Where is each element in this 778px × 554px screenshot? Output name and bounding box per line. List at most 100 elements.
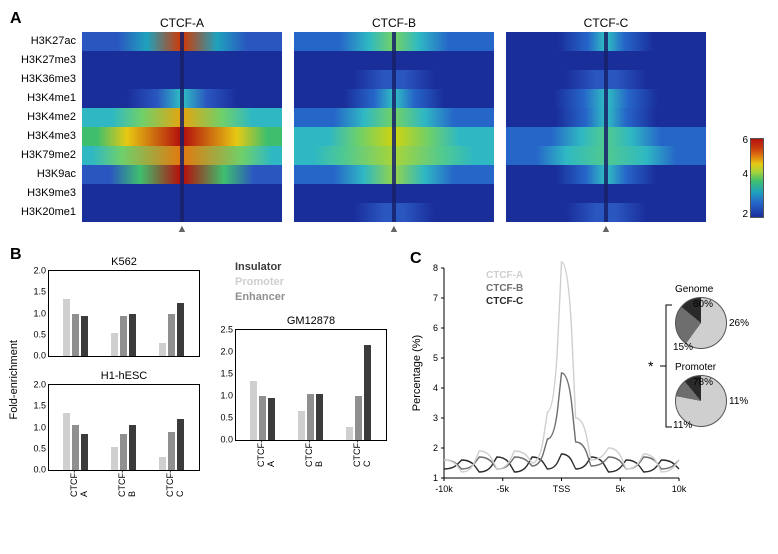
heatmap-column: CTCF-C▲ bbox=[506, 16, 706, 235]
plot-box: 0.00.51.01.52.02.5CTCF-ACTCF-BCTCF-C bbox=[235, 329, 387, 441]
bar-plot: H1-hESC 0.00.51.01.52.0CTCF-ACTCF-BCTCF-C bbox=[48, 370, 200, 471]
heatmap-column: CTCF-A▲ bbox=[82, 16, 282, 235]
bar-plot-title: K562 bbox=[48, 256, 200, 268]
line-plot: 1 2 3 4 5 6 7 8 -10k -5k TSS 5k 10k Percentage (%) CTC… bbox=[410, 254, 770, 539]
svg-text:Percentage (%): Percentage (%) bbox=[411, 335, 423, 411]
heatmap-track bbox=[506, 51, 706, 70]
heatmap-track bbox=[506, 32, 706, 51]
heatmap-row-label: H3K79me2 bbox=[10, 146, 80, 165]
heatmap-column-title: CTCF-C bbox=[506, 16, 706, 30]
x-category-label: CTCF-B bbox=[304, 440, 324, 470]
heatmap-track bbox=[506, 146, 706, 165]
heatmap-track bbox=[82, 165, 282, 184]
heatmap-row-label: H3K4me3 bbox=[10, 127, 80, 146]
bar bbox=[111, 447, 118, 470]
heatmap-track bbox=[294, 70, 494, 89]
svg-text:-10k: -10k bbox=[435, 484, 453, 494]
heatmap-track bbox=[506, 165, 706, 184]
colorbar-tick: 6 bbox=[742, 136, 748, 146]
bar bbox=[307, 394, 314, 440]
x-category-label: CTCF-A bbox=[256, 440, 276, 470]
bar bbox=[177, 419, 184, 470]
heatmap-track bbox=[294, 32, 494, 51]
bar bbox=[168, 314, 175, 357]
colorbar-tick: 2 bbox=[742, 210, 748, 220]
heatmap-track bbox=[294, 127, 494, 146]
heatmap-row-label: H3K20me1 bbox=[10, 203, 80, 222]
pie-chart: Promoter78%11%11% bbox=[675, 362, 727, 427]
bar bbox=[120, 434, 127, 470]
bar bbox=[63, 299, 70, 356]
heatmap-track bbox=[82, 146, 282, 165]
colorbar bbox=[750, 138, 764, 218]
heatmap-track bbox=[506, 70, 706, 89]
heatmap-row-label: H3K9ac bbox=[10, 165, 80, 184]
pie-slice-label: 60% bbox=[693, 299, 713, 310]
significance-star: * bbox=[648, 358, 653, 374]
svg-text:2: 2 bbox=[433, 443, 438, 453]
heatmap-track bbox=[82, 203, 282, 222]
bar bbox=[355, 396, 362, 440]
bar bbox=[364, 345, 371, 440]
svg-text:8: 8 bbox=[433, 263, 438, 273]
figure: A H3K27acH3K27me3H3K36me3H3K4me1H3K4me2H… bbox=[10, 10, 768, 240]
svg-text:-5k: -5k bbox=[496, 484, 509, 494]
panel-a: A H3K27acH3K27me3H3K36me3H3K4me1H3K4me2H… bbox=[10, 10, 768, 240]
heatmap-track bbox=[294, 89, 494, 108]
bar bbox=[177, 303, 184, 356]
line-series bbox=[444, 262, 679, 472]
bar bbox=[63, 413, 70, 470]
heatmap-track bbox=[506, 203, 706, 222]
svg-text:5: 5 bbox=[433, 353, 438, 363]
svg-text:3: 3 bbox=[433, 413, 438, 423]
x-category-label: CTCF-C bbox=[165, 470, 185, 500]
heatmap-track bbox=[294, 203, 494, 222]
heatmap-track bbox=[82, 108, 282, 127]
svg-text:CTCF-C: CTCF-C bbox=[486, 296, 523, 307]
panel-b-ylabel: Fold-enrichment bbox=[8, 340, 20, 419]
bar bbox=[346, 427, 353, 440]
bar bbox=[250, 381, 257, 440]
heatmap-track bbox=[294, 146, 494, 165]
svg-text:10k: 10k bbox=[672, 484, 687, 494]
heatmap-track bbox=[294, 108, 494, 127]
heatmap-track bbox=[506, 184, 706, 203]
svg-text:7: 7 bbox=[433, 293, 438, 303]
svg-text:6: 6 bbox=[433, 323, 438, 333]
plot-box: 0.00.51.01.52.0 bbox=[48, 270, 200, 357]
svg-text:4: 4 bbox=[433, 383, 438, 393]
bar bbox=[72, 425, 79, 470]
heatmap-row-label: H3K27ac bbox=[10, 32, 80, 51]
heatmap-track bbox=[82, 184, 282, 203]
x-category-label: CTCF-B bbox=[117, 470, 137, 500]
svg-text:1: 1 bbox=[433, 473, 438, 483]
x-category-label: CTCF-C bbox=[352, 440, 372, 470]
bar bbox=[316, 394, 323, 440]
bar bbox=[72, 314, 79, 357]
svg-text:TSS: TSS bbox=[553, 484, 571, 494]
bar bbox=[159, 457, 166, 470]
bar bbox=[129, 314, 136, 357]
pie-slice-label: 26% bbox=[729, 318, 749, 329]
heatmap-row-label: H3K27me3 bbox=[10, 51, 80, 70]
heatmap-row-label: H3K4me1 bbox=[10, 89, 80, 108]
bar-plot-title: H1-hESC bbox=[48, 370, 200, 382]
pie-title: Promoter bbox=[675, 362, 727, 373]
x-category-label: CTCF-A bbox=[69, 470, 89, 500]
heatmap-row-label: H3K36me3 bbox=[10, 70, 80, 89]
panel-b-legend: Insulator Promoter Enhancer bbox=[235, 260, 285, 305]
panel-b-label: B bbox=[10, 246, 22, 264]
heatmap-row-label: H3K4me2 bbox=[10, 108, 80, 127]
bar bbox=[111, 333, 118, 356]
heatmap-track bbox=[82, 51, 282, 70]
heatmap-track bbox=[506, 127, 706, 146]
bar bbox=[81, 316, 88, 356]
legend-promoter: Promoter bbox=[235, 275, 285, 290]
heatmap-row-label: H3K9me3 bbox=[10, 184, 80, 203]
plot-box: 0.00.51.01.52.0CTCF-ACTCF-BCTCF-C bbox=[48, 384, 200, 471]
heatmaps: CTCF-A▲CTCF-B▲CTCF-C▲ bbox=[82, 16, 706, 235]
heatmap-column: CTCF-B▲ bbox=[294, 16, 494, 235]
legend-enhancer: Enhancer bbox=[235, 290, 285, 305]
heatmap-column-title: CTCF-B bbox=[294, 16, 494, 30]
svg-text:5k: 5k bbox=[615, 484, 625, 494]
